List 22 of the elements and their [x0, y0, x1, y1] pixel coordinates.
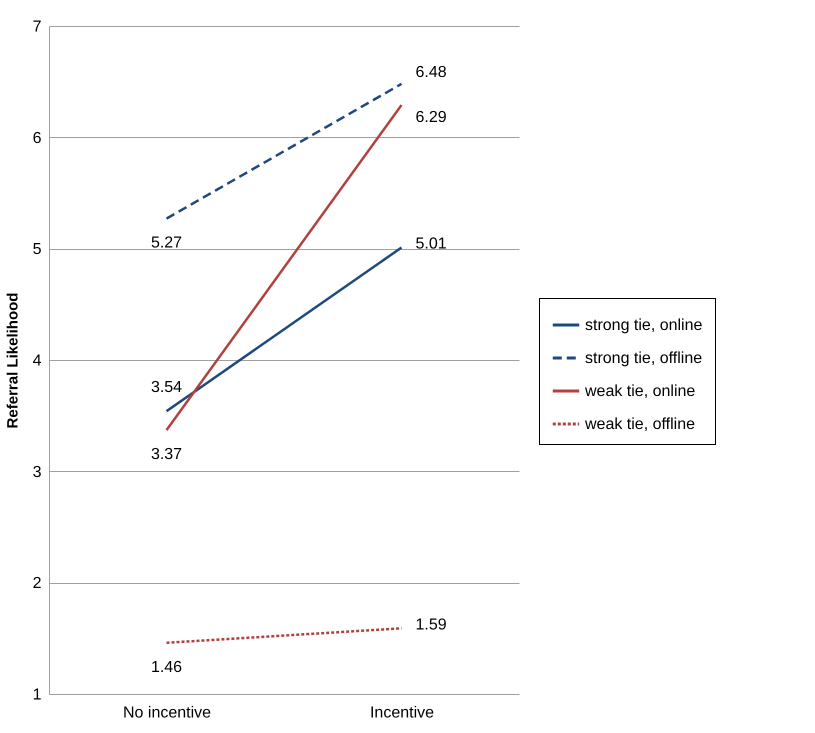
- y-tick-label: 4: [32, 352, 42, 370]
- data-label: 5.27: [150, 234, 182, 252]
- data-label: 1.46: [150, 658, 182, 676]
- legend-label: strong tie, offline: [585, 350, 702, 367]
- y-tick-label: 1: [32, 686, 42, 704]
- data-label: 6.48: [416, 64, 447, 81]
- y-tick-label: 5: [32, 241, 42, 258]
- legend-label: weak tie, offline: [584, 416, 696, 433]
- data-label: 3.54: [150, 379, 182, 396]
- x-tick-label: Incentive: [370, 704, 434, 722]
- y-tick-label: 6: [32, 130, 42, 147]
- data-label: 3.37: [150, 446, 182, 464]
- data-label: 6.29: [416, 109, 447, 126]
- y-axis-title: Referral Likelihood: [4, 292, 22, 428]
- legend-label: weak tie, online: [584, 383, 696, 400]
- legend-label: strong tie, online: [585, 317, 703, 334]
- data-label: 5.01: [416, 236, 447, 253]
- y-tick-label: 2: [32, 575, 42, 592]
- data-label: 1.59: [416, 616, 447, 634]
- x-tick-label: No incentive: [122, 704, 212, 722]
- y-tick-label: 7: [32, 18, 42, 36]
- y-tick-label: 3: [32, 464, 42, 481]
